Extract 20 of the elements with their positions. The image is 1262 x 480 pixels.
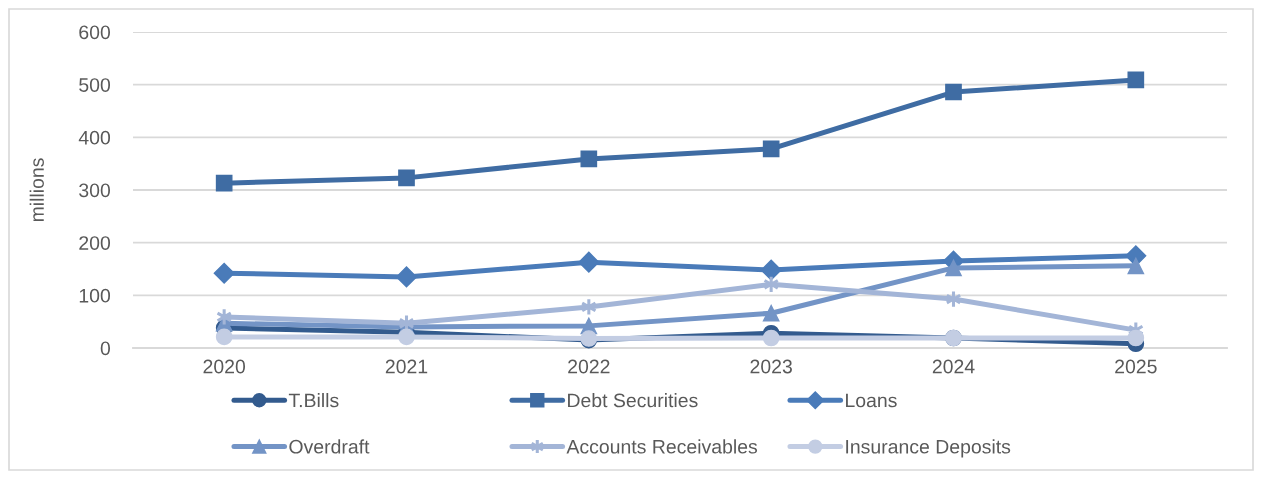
y-tick-label: 300 (79, 183, 111, 198)
legend-label: Insurance Deposits (846, 439, 1011, 458)
y-tick-label: 100 (79, 288, 111, 303)
x-tick-label: 2020 (203, 359, 246, 374)
y-tick-label: 200 (79, 236, 111, 250)
x-tick-label: 2022 (568, 359, 610, 374)
legend-label: Loans (846, 393, 897, 408)
legend-label: T.Bills (288, 393, 339, 408)
y-tick-label: 600 (79, 25, 111, 40)
y-tick-label: 500 (79, 78, 111, 92)
y-axis-title: millions (29, 158, 44, 222)
y-tick-label: 400 (78, 130, 111, 145)
x-tick-label: 2024 (932, 359, 975, 374)
x-tick-label: 2025 (1115, 359, 1157, 374)
legend-label: Debt Securities (568, 393, 698, 408)
legend-label: Accounts Receivables (566, 439, 758, 454)
x-tick-label: 2023 (750, 359, 792, 374)
x-tick-label: 2021 (385, 359, 428, 374)
legend-label: Overdraft (289, 439, 370, 454)
y-tick-label: 0 (100, 341, 111, 356)
